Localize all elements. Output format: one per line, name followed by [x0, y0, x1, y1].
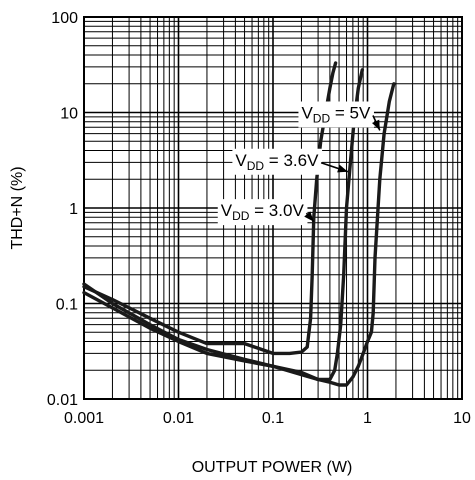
vdd-annotation: VDD = 3.6V: [232, 148, 349, 175]
vdd-annotation: VDD = 3.0V: [217, 199, 315, 226]
annotation-label: VDD = 3.0V: [221, 201, 305, 223]
y-tick-label: 0.1: [56, 297, 78, 314]
y-tick-label: 1: [69, 201, 78, 218]
annotation-background: [298, 101, 374, 128]
y-tick-label: 0.01: [47, 392, 78, 409]
annotation-background: [217, 199, 308, 226]
series-line-2: [82, 68, 364, 382]
annotation-label: VDD = 5V: [301, 104, 371, 126]
annotation-arrowhead: [337, 164, 348, 173]
annotation-layer: VDD = 5V VDD = 3.6V VDD = 3.0V: [217, 101, 381, 226]
y-tick-label: 100: [51, 10, 78, 27]
plot-frame: [83, 16, 463, 400]
y-tick-labels: 0.01 0.1 1 10 100: [47, 10, 78, 409]
annotation-arrowhead: [371, 119, 380, 131]
annotation-arrowhead: [304, 211, 314, 222]
annotation-label: VDD = 3.6V: [235, 151, 319, 173]
x-axis-title: OUTPUT POWER (W): [192, 459, 353, 476]
x-tick-label: 1: [363, 410, 372, 427]
x-tick-label: 0.001: [64, 410, 104, 427]
series-line-3: [82, 82, 396, 387]
vdd-annotation: VDD = 5V: [298, 101, 381, 131]
annotation-background: [232, 148, 323, 175]
y-axis-title: THD+N (%): [9, 166, 26, 249]
x-tick-labels: 0.001 0.01 0.1 1 10: [64, 410, 471, 427]
x-tick-label: 10: [453, 410, 471, 427]
y-tick-label: 10: [60, 106, 78, 123]
x-tick-label: 0.1: [262, 410, 284, 427]
x-tick-label: 0.01: [163, 410, 194, 427]
